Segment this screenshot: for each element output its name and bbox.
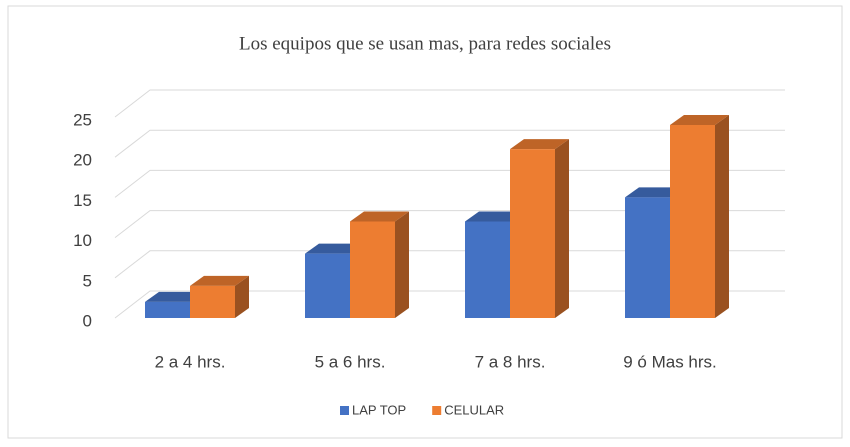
legend-swatch: [340, 406, 349, 415]
bar-front: [145, 301, 190, 318]
bar-front: [350, 221, 395, 318]
bar-top: [510, 139, 569, 150]
bar-side: [555, 139, 569, 318]
bar-front: [625, 197, 670, 318]
bar-top: [305, 243, 364, 254]
x-tick-label: 2 a 4 hrs.: [155, 352, 226, 371]
bar: [190, 275, 249, 318]
bar-front: [465, 221, 510, 318]
grid-line: [114, 89, 785, 118]
bar-top: [350, 211, 409, 222]
grid-line: [114, 250, 785, 279]
bar: [350, 211, 409, 318]
y-tick-label: 20: [73, 151, 92, 170]
bar-front: [305, 253, 350, 318]
legend-swatch: [432, 406, 442, 415]
bar-front: [190, 285, 235, 318]
legend-label: LAP TOP: [352, 402, 406, 417]
bar-top: [190, 275, 249, 286]
x-tick-label: 7 a 8 hrs.: [475, 352, 546, 371]
bar: [670, 115, 729, 318]
grid-line: [114, 290, 785, 319]
bar-top: [670, 115, 729, 126]
chart-title: Los equipos que se usan mas, para redes …: [239, 33, 611, 54]
x-tick-label: 9 ó Mas hrs.: [623, 352, 717, 371]
bar-side: [235, 275, 249, 318]
y-tick-label: 0: [83, 311, 92, 330]
bar-front: [670, 125, 715, 318]
bar-side: [715, 115, 729, 318]
grid-line: [114, 210, 785, 238]
y-tick-label: 5: [83, 271, 92, 290]
y-tick-label: 25: [73, 110, 92, 129]
bar-top: [625, 187, 684, 198]
y-tick-label: 15: [73, 191, 92, 210]
legend-label: CELULAR: [444, 402, 504, 417]
bar: [510, 139, 569, 318]
bar-side: [395, 211, 409, 318]
grid-line: [114, 169, 785, 198]
bar-top: [145, 291, 204, 302]
x-tick-label: 5 a 6 hrs.: [315, 352, 386, 371]
bar-top: [465, 211, 524, 222]
bar-front: [510, 149, 555, 318]
y-tick-label: 10: [73, 231, 92, 250]
grid-line: [114, 129, 785, 158]
